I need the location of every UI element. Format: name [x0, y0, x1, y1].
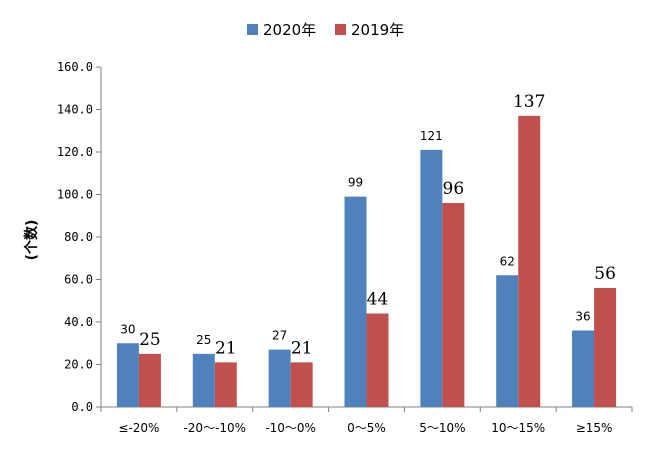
bar-series2	[214, 362, 237, 407]
data-label: 96	[443, 179, 465, 199]
bar-series2	[366, 313, 389, 407]
y-tick-label: 140.0	[57, 103, 93, 117]
data-label: 121	[420, 129, 443, 143]
bar-series1	[268, 349, 291, 407]
x-tick-label: 5～10%	[419, 421, 465, 435]
bar-series1	[116, 343, 139, 407]
x-tick-label: ≤-20%	[118, 421, 159, 435]
y-tick-label: 0.0	[71, 400, 93, 414]
data-label: 56	[594, 264, 616, 284]
legend-swatch	[247, 24, 258, 35]
y-tick-label: 60.0	[64, 273, 93, 287]
y-tick-label: 20.0	[64, 358, 93, 372]
bar-series2	[138, 353, 161, 407]
x-tick-label: -20～-10%	[183, 421, 246, 435]
data-label: 62	[500, 254, 515, 268]
y-tick-label: 160.0	[57, 60, 93, 74]
x-tick-label: 0～5%	[347, 421, 386, 435]
data-label: 137	[513, 92, 545, 112]
legend-label: 2020年	[263, 21, 316, 39]
x-tick-label: -10～0%	[265, 421, 316, 435]
data-label: 27	[272, 329, 287, 343]
bar-series1	[496, 275, 519, 407]
y-axis-label: (个数)	[23, 220, 40, 261]
y-tick-label: 100.0	[57, 188, 93, 202]
y-tick-label: 80.0	[64, 230, 93, 244]
data-label: 30	[120, 322, 135, 336]
data-label: 21	[291, 338, 313, 358]
legend: 2020年 2019年	[247, 21, 404, 39]
legend-swatch	[335, 24, 346, 35]
bars	[116, 115, 617, 407]
bar-series1	[344, 196, 367, 407]
data-label: 36	[575, 310, 590, 324]
data-label: 21	[215, 338, 237, 358]
data-label: 99	[348, 176, 363, 190]
bar-series1	[192, 353, 215, 407]
bar-series2	[442, 203, 465, 407]
data-labels: 30 25 25 21 27 21 99 44 121 96 62 137 36 56	[120, 92, 616, 359]
bar-series1	[572, 330, 595, 407]
x-axis: ≤-20% -20～-10% -10～0% 0～5% 5～10% 10～15% ≥15%	[100, 406, 633, 435]
data-label: 44	[367, 290, 389, 310]
y-tick-label: 120.0	[57, 145, 93, 159]
y-axis: 0.0 20.0 40.0 60.0 80.0 100.0 120.0 140.0 160.0	[57, 60, 102, 414]
legend-label: 2019年	[351, 21, 404, 39]
bar-series2	[594, 288, 617, 407]
bar-series2	[518, 115, 541, 407]
bar-series2	[290, 362, 313, 407]
bar-series1	[420, 149, 443, 407]
x-tick-label: ≥15%	[576, 421, 613, 435]
data-label: 25	[196, 333, 211, 347]
y-tick-label: 40.0	[64, 315, 93, 329]
data-label: 25	[139, 330, 161, 350]
x-tick-label: 10～15%	[491, 421, 545, 435]
